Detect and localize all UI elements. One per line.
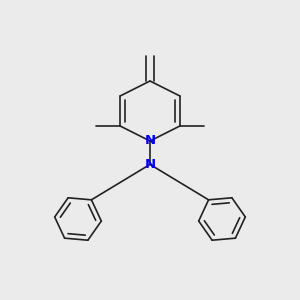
Text: N: N bbox=[144, 158, 156, 171]
Text: N: N bbox=[144, 134, 156, 148]
